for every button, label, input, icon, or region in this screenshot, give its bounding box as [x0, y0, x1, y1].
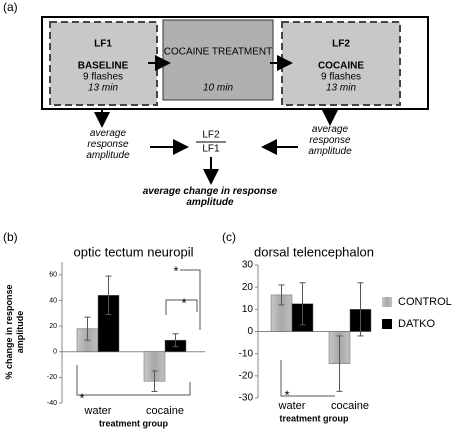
- result-text: average change in response amplitude: [142, 186, 278, 208]
- box-id: LF1: [94, 39, 112, 50]
- box-title: COCAINE TREATMENT: [164, 47, 273, 58]
- box-title: COCAINE: [318, 61, 364, 72]
- x-tick-label: cocaine: [331, 400, 369, 412]
- significance-bracket: [280, 360, 335, 397]
- note-text: average response amplitude: [308, 124, 352, 157]
- significance-bracket: [76, 365, 191, 396]
- y-tick-label: -40: [47, 400, 57, 407]
- note: average response amplitude: [86, 128, 130, 161]
- fraction-top: LF2: [202, 130, 220, 141]
- x-axis-label: treatment group: [279, 413, 349, 423]
- box-title: BASELINE: [78, 61, 129, 72]
- box-detail: 9 flashes: [321, 72, 361, 83]
- y-tick-label: -20: [47, 374, 57, 381]
- box-time: 13 min: [88, 83, 118, 94]
- significance-bracket: [180, 269, 201, 330]
- significance-bracket: [165, 299, 198, 315]
- panel-label: (a): [3, 0, 18, 14]
- fraction-bottom: LF1: [202, 144, 220, 155]
- legend-label: DATKO: [398, 318, 436, 330]
- box-detail: 9 flashes: [83, 72, 123, 83]
- x-tick-label: cocaine: [146, 405, 184, 417]
- box-time: 10 min: [203, 83, 233, 94]
- result: average change in response amplitude: [142, 186, 278, 208]
- y-axis-label: % change in responseamplitude: [4, 284, 25, 379]
- frame: [41, 16, 429, 110]
- y-tick-label: 60: [49, 272, 57, 279]
- significance-star: *: [284, 387, 289, 402]
- chart-title: dorsal telencephalon: [254, 244, 374, 259]
- significance-star: *: [173, 263, 178, 278]
- y-tick-label: 30: [242, 260, 254, 271]
- y-tick-label: 20: [49, 323, 57, 330]
- box: [281, 21, 401, 106]
- y-tick-label: 10: [242, 304, 254, 315]
- panel-label: (c): [222, 230, 236, 244]
- box-id: LF2: [332, 39, 350, 50]
- y-tick-label: -20: [239, 370, 254, 381]
- y-tick-label: 20: [242, 282, 254, 293]
- y-tick-label: -10: [239, 348, 254, 359]
- y-tick-label: -30: [239, 393, 254, 404]
- legend-swatch: [382, 319, 392, 329]
- x-tick-label: water: [278, 400, 306, 412]
- note: average response amplitude: [308, 124, 352, 157]
- x-axis-label: treatment group: [99, 418, 169, 428]
- significance-star: *: [181, 295, 186, 310]
- chart-title: optic tectum neuropil: [74, 244, 194, 259]
- significance-star: *: [79, 390, 84, 405]
- x-tick-label: water: [84, 405, 112, 417]
- box-time: 13 min: [326, 83, 356, 94]
- y-tick-label: 0: [247, 326, 253, 337]
- legend-swatch: [382, 297, 392, 307]
- y-tick-label: 0: [53, 349, 57, 356]
- y-tick-label: 40: [49, 297, 57, 304]
- note-text: average response amplitude: [86, 128, 130, 161]
- panel-label: (b): [3, 230, 18, 244]
- box: [162, 19, 274, 101]
- legend-label: CONTROL: [398, 296, 452, 308]
